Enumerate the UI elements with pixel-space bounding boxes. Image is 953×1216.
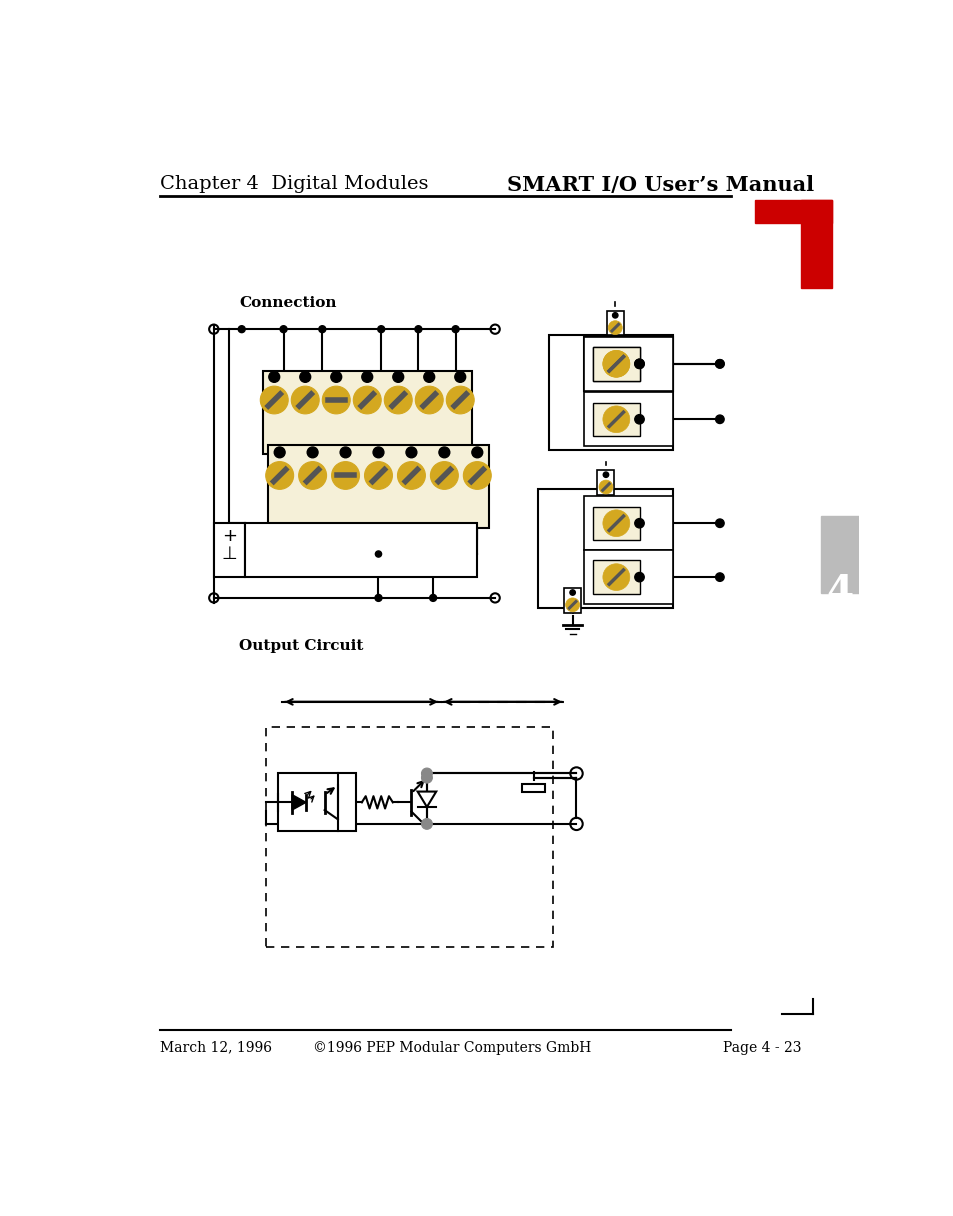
Circle shape: [238, 326, 245, 333]
Circle shape: [438, 447, 449, 457]
Circle shape: [364, 462, 392, 489]
Circle shape: [260, 387, 288, 413]
Circle shape: [446, 387, 474, 413]
Bar: [583, 337, 673, 390]
Circle shape: [634, 573, 643, 581]
Circle shape: [322, 387, 350, 413]
Circle shape: [397, 462, 425, 489]
Circle shape: [298, 462, 326, 489]
Circle shape: [715, 415, 723, 423]
Text: Output Circuit: Output Circuit: [239, 638, 363, 653]
Bar: [593, 402, 639, 437]
Bar: [593, 561, 639, 593]
Polygon shape: [292, 794, 306, 810]
Bar: [593, 347, 639, 381]
Circle shape: [602, 350, 629, 377]
Circle shape: [375, 551, 381, 557]
Circle shape: [361, 372, 373, 382]
Text: Chapter 4  Digital Modules: Chapter 4 Digital Modules: [159, 175, 428, 193]
Circle shape: [421, 772, 432, 783]
Circle shape: [612, 313, 618, 319]
Text: SMART I/O User’s Manual: SMART I/O User’s Manual: [506, 175, 813, 196]
Circle shape: [393, 372, 403, 382]
Circle shape: [602, 564, 629, 591]
Circle shape: [415, 387, 443, 413]
Circle shape: [318, 326, 325, 333]
Bar: [820, 516, 858, 592]
Bar: [593, 507, 639, 540]
Circle shape: [274, 447, 285, 457]
Circle shape: [472, 447, 482, 457]
Text: Connection: Connection: [239, 295, 336, 310]
Bar: [801, 199, 831, 288]
Circle shape: [634, 415, 643, 424]
Bar: [278, 773, 355, 832]
Text: 4: 4: [825, 573, 853, 612]
Polygon shape: [417, 792, 436, 807]
Bar: [245, 523, 476, 578]
Bar: [593, 347, 639, 381]
Bar: [521, 784, 545, 792]
Circle shape: [375, 595, 381, 602]
Circle shape: [377, 326, 384, 333]
Circle shape: [715, 360, 723, 368]
Circle shape: [331, 372, 341, 382]
Circle shape: [455, 372, 465, 382]
Circle shape: [291, 387, 319, 413]
Circle shape: [602, 350, 629, 377]
Circle shape: [715, 573, 723, 581]
Circle shape: [602, 472, 608, 478]
Bar: [266, 727, 553, 947]
Bar: [606, 311, 623, 336]
Bar: [583, 393, 673, 446]
Circle shape: [634, 518, 643, 528]
Bar: [537, 489, 673, 608]
Text: Page 4 - 23: Page 4 - 23: [722, 1041, 801, 1054]
Circle shape: [565, 598, 579, 612]
Bar: [583, 550, 673, 604]
Bar: [583, 337, 673, 390]
Circle shape: [429, 595, 436, 602]
Bar: [597, 471, 614, 495]
Bar: [213, 523, 245, 578]
Circle shape: [430, 462, 457, 489]
Text: March 12, 1996: March 12, 1996: [159, 1041, 272, 1054]
Circle shape: [415, 326, 421, 333]
Circle shape: [421, 818, 432, 829]
Bar: [583, 496, 673, 550]
Circle shape: [715, 519, 723, 528]
Circle shape: [463, 462, 491, 489]
Circle shape: [266, 462, 294, 489]
Circle shape: [373, 447, 383, 457]
Text: ⊥: ⊥: [221, 545, 237, 563]
Text: +: +: [221, 528, 236, 545]
Circle shape: [715, 360, 723, 368]
Circle shape: [421, 769, 432, 779]
Bar: [268, 445, 488, 528]
Circle shape: [353, 387, 381, 413]
Circle shape: [406, 447, 416, 457]
Circle shape: [307, 447, 317, 457]
Circle shape: [423, 372, 435, 382]
Bar: [262, 371, 472, 454]
Text: ©1996 PEP Modular Computers GmbH: ©1996 PEP Modular Computers GmbH: [313, 1041, 591, 1054]
Bar: [549, 334, 673, 450]
Circle shape: [299, 372, 311, 382]
Circle shape: [602, 510, 629, 536]
Circle shape: [569, 590, 575, 595]
Bar: [563, 587, 580, 613]
Circle shape: [269, 372, 279, 382]
Bar: [754, 199, 831, 223]
Circle shape: [602, 406, 629, 433]
Circle shape: [598, 480, 612, 494]
Circle shape: [384, 387, 412, 413]
Circle shape: [340, 447, 351, 457]
Circle shape: [634, 359, 643, 368]
Circle shape: [332, 462, 359, 489]
Circle shape: [608, 321, 621, 334]
Circle shape: [452, 326, 458, 333]
Circle shape: [634, 359, 643, 368]
Circle shape: [280, 326, 287, 333]
